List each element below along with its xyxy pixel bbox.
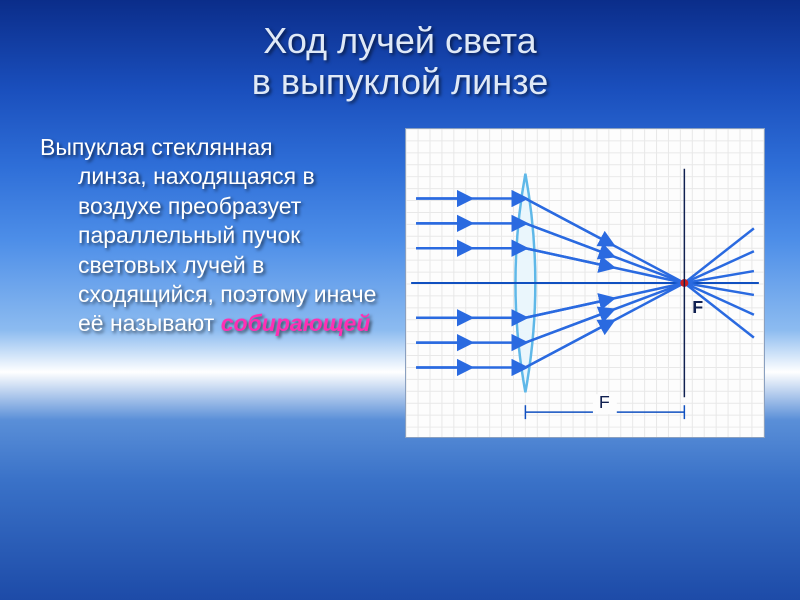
lens-diagram: FF (405, 128, 765, 438)
paragraph-body: линза, находящаяся в воздухе преобразует… (40, 162, 380, 339)
svg-text:F: F (692, 297, 703, 317)
lens-diagram-svg: FF (406, 129, 764, 437)
body-paragraph: Выпуклая стеклянная линза, находящаяся в… (40, 128, 380, 339)
svg-text:F: F (599, 392, 610, 412)
content-row: Выпуклая стеклянная линза, находящаяся в… (40, 128, 760, 438)
title-line-1: Ход лучей света (263, 20, 536, 61)
diagram-container: FF (405, 128, 765, 438)
slide-title: Ход лучей света в выпуклой линзе (40, 20, 760, 103)
paragraph-first-line: Выпуклая стеклянная (40, 133, 380, 162)
highlight-term: собирающей (221, 310, 371, 336)
title-line-2: в выпуклой линзе (252, 61, 548, 102)
